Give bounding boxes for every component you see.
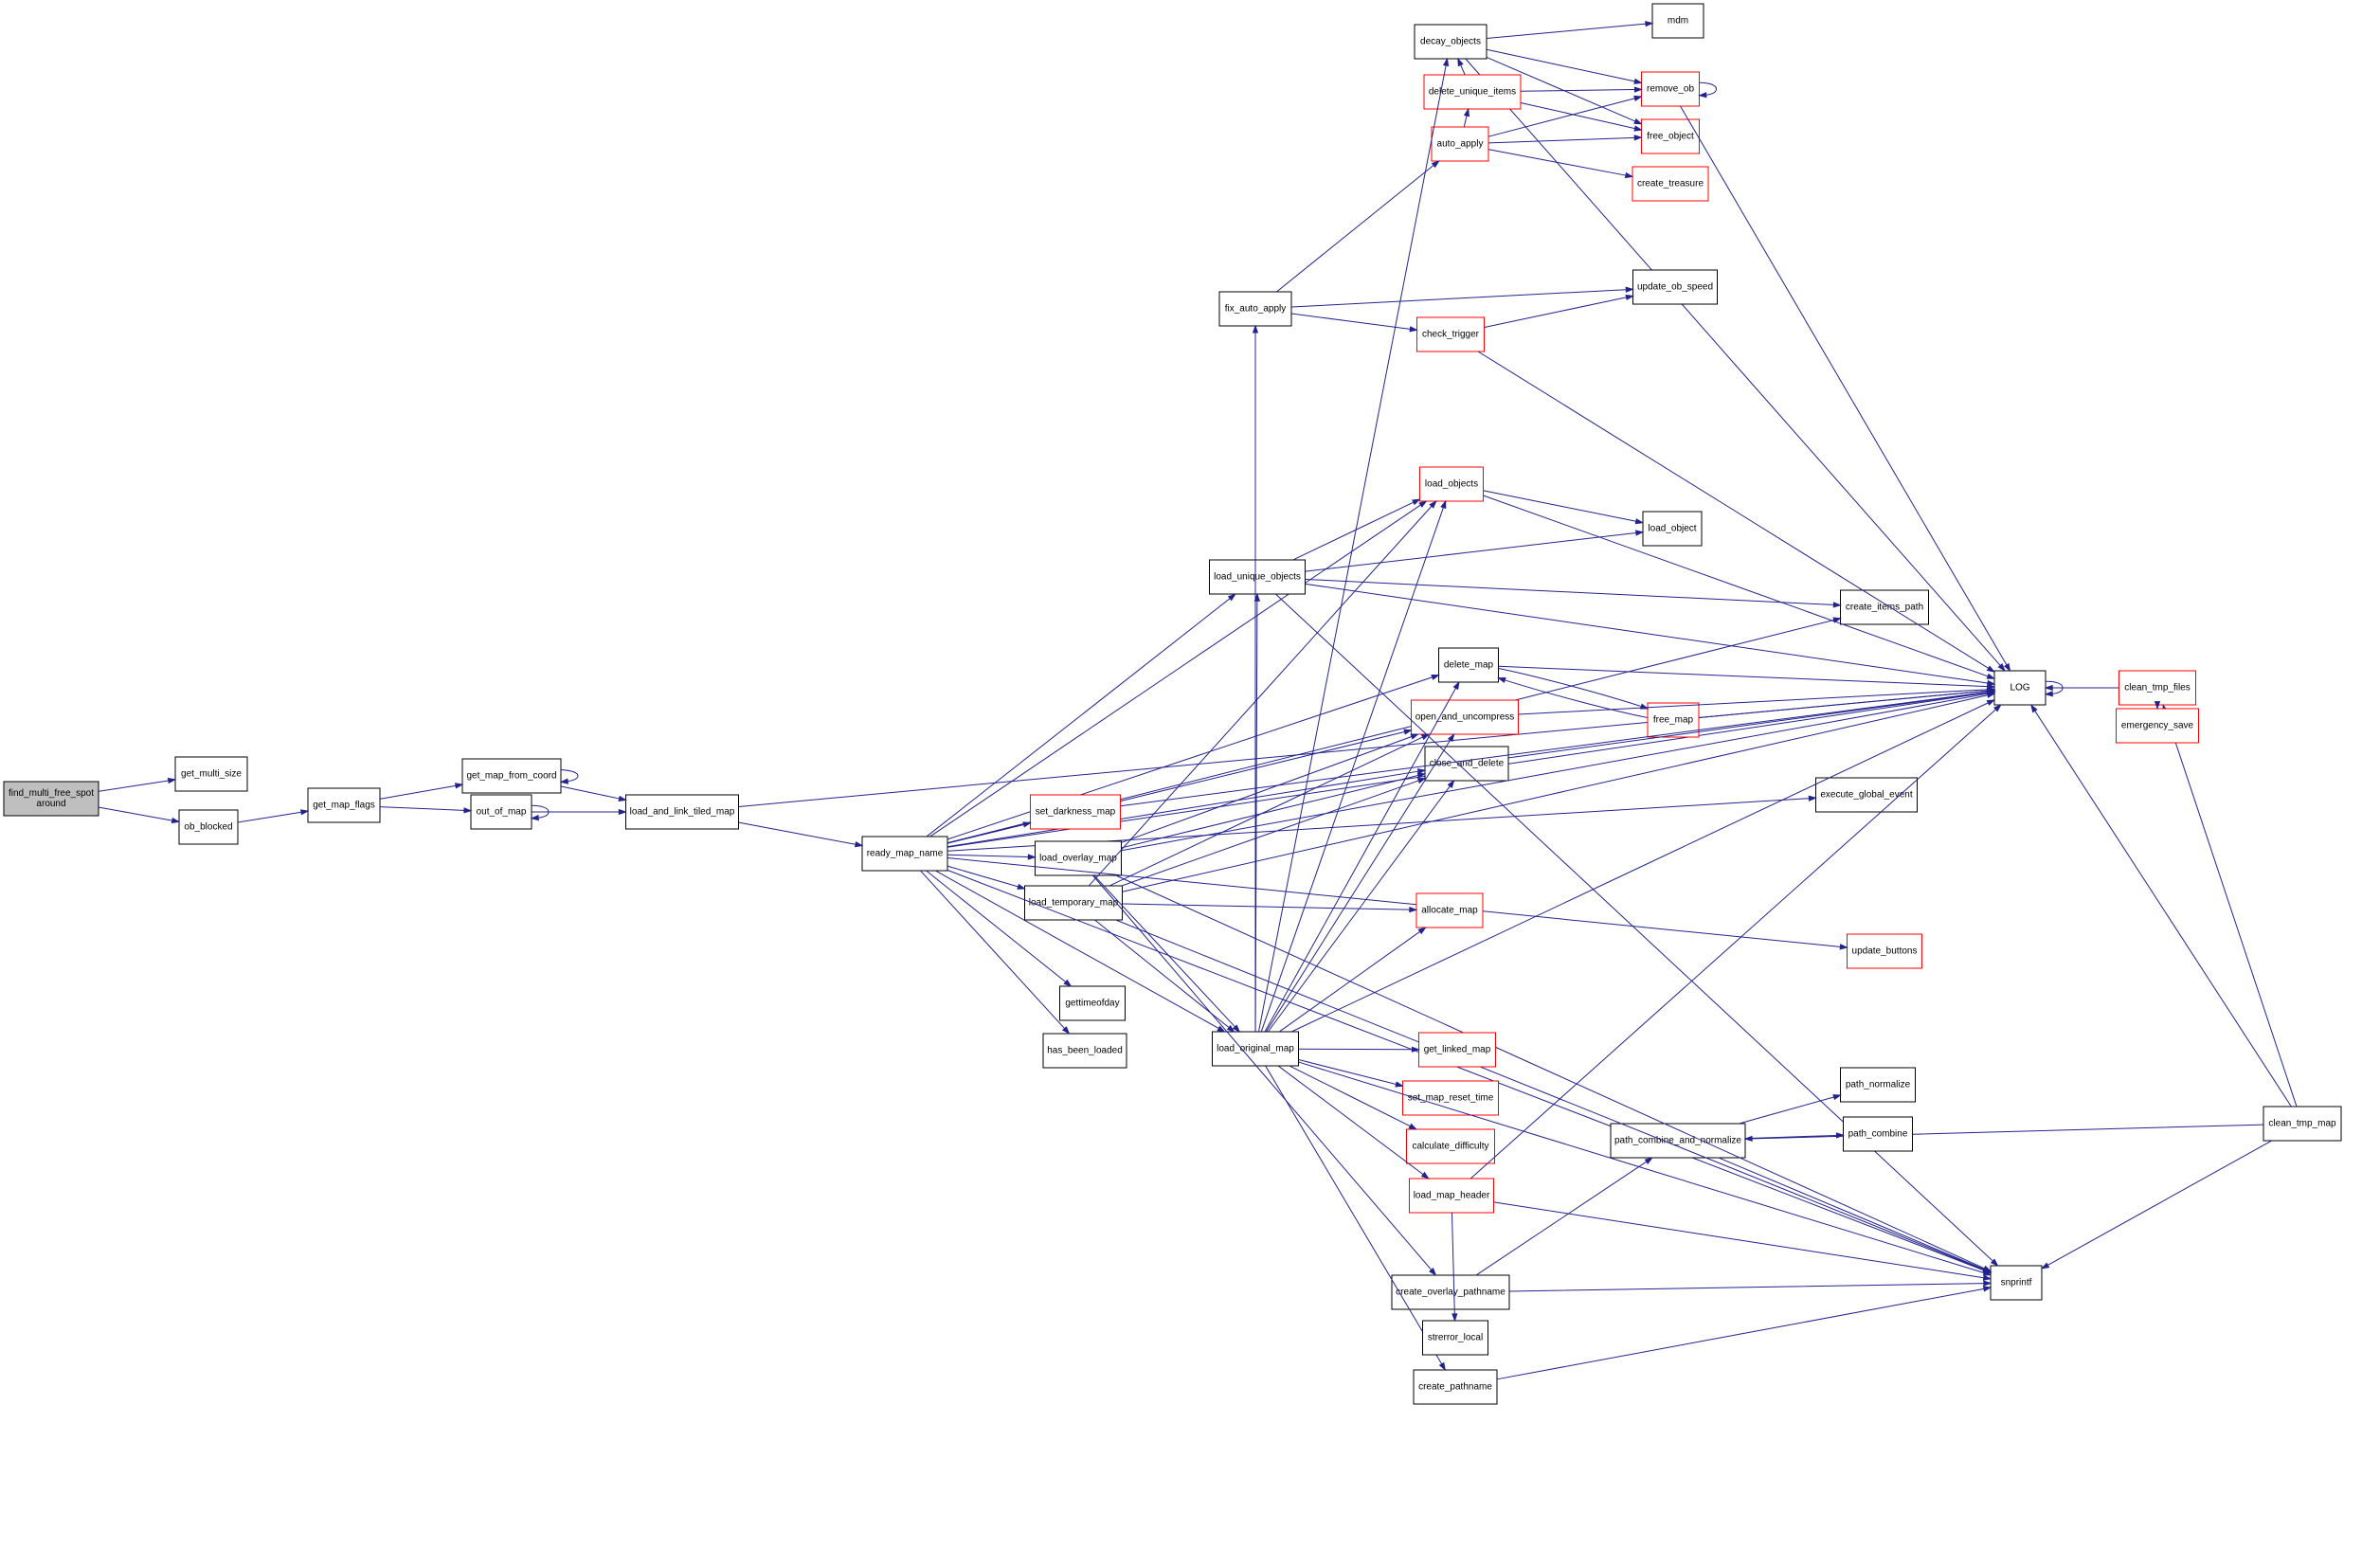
svg-text:decay_objects: decay_objects <box>1420 37 1481 47</box>
svg-text:create_overlay_pathname: create_overlay_pathname <box>1396 1288 1506 1298</box>
svg-text:auto_apply: auto_apply <box>1437 139 1484 150</box>
svg-text:clean_tmp_map: clean_tmp_map <box>2268 1119 2336 1129</box>
svg-text:load_original_map: load_original_map <box>1217 1044 1294 1054</box>
svg-text:allocate_map: allocate_map <box>1421 906 1478 916</box>
svg-text:path_combine_and_normalize: path_combine_and_normalize <box>1614 1136 1741 1146</box>
svg-text:check_trigger: check_trigger <box>1422 330 1480 340</box>
svg-text:create_pathname: create_pathname <box>1418 1382 1492 1393</box>
svg-text:free_object: free_object <box>1647 132 1694 142</box>
svg-text:delete_map: delete_map <box>1444 660 1494 671</box>
svg-text:execute_global_event: execute_global_event <box>1820 790 1913 801</box>
svg-text:around: around <box>36 799 65 809</box>
svg-text:update_buttons: update_buttons <box>1852 946 1918 957</box>
svg-text:out_of_map: out_of_map <box>477 807 527 818</box>
svg-text:find_multi_free_spot: find_multi_free_spot <box>9 788 94 799</box>
svg-text:emergency_save: emergency_save <box>2121 721 2194 731</box>
svg-text:load_and_link_tiled_map: load_and_link_tiled_map <box>630 807 735 818</box>
svg-text:get_multi_size: get_multi_size <box>181 769 242 780</box>
svg-text:ready_map_name: ready_map_name <box>867 849 944 859</box>
svg-text:gettimeofday: gettimeofday <box>1065 999 1119 1009</box>
svg-text:open_and_uncompress: open_and_uncompress <box>1415 712 1515 723</box>
svg-text:load_overlay_map: load_overlay_map <box>1039 854 1117 864</box>
svg-text:set_map_reset_time: set_map_reset_time <box>1408 1093 1494 1104</box>
svg-text:load_objects: load_objects <box>1425 479 1478 490</box>
svg-text:calculate_difficulty: calculate_difficulty <box>1413 1142 1489 1152</box>
svg-text:get_map_from_coord: get_map_from_coord <box>466 771 556 782</box>
svg-text:snprintf: snprintf <box>2001 1278 2032 1288</box>
svg-text:get_linked_map: get_linked_map <box>1424 1045 1491 1055</box>
svg-text:mdm: mdm <box>1668 16 1688 27</box>
svg-text:path_combine: path_combine <box>1848 1129 1908 1140</box>
svg-text:load_map_header: load_map_header <box>1414 1191 1490 1201</box>
svg-text:has_been_loaded: has_been_loaded <box>1047 1046 1123 1056</box>
svg-text:create_treasure: create_treasure <box>1637 179 1704 189</box>
svg-text:ob_blocked: ob_blocked <box>184 822 232 833</box>
svg-text:load_unique_objects: load_unique_objects <box>1214 572 1301 583</box>
svg-text:path_normalize: path_normalize <box>1846 1080 1911 1090</box>
svg-text:strerror_local: strerror_local <box>1428 1333 1483 1343</box>
svg-text:free_map: free_map <box>1653 715 1694 726</box>
svg-text:clean_tmp_files: clean_tmp_files <box>2124 683 2190 693</box>
svg-text:LOG: LOG <box>2010 683 2029 693</box>
svg-text:remove_ob: remove_ob <box>1647 84 1694 95</box>
svg-text:get_map_flags: get_map_flags <box>313 801 375 811</box>
svg-text:set_darkness_map: set_darkness_map <box>1036 807 1116 818</box>
svg-text:update_ob_speed: update_ob_speed <box>1637 282 1713 293</box>
svg-text:load_object: load_object <box>1648 524 1696 534</box>
svg-text:fix_auto_apply: fix_auto_apply <box>1225 304 1287 315</box>
